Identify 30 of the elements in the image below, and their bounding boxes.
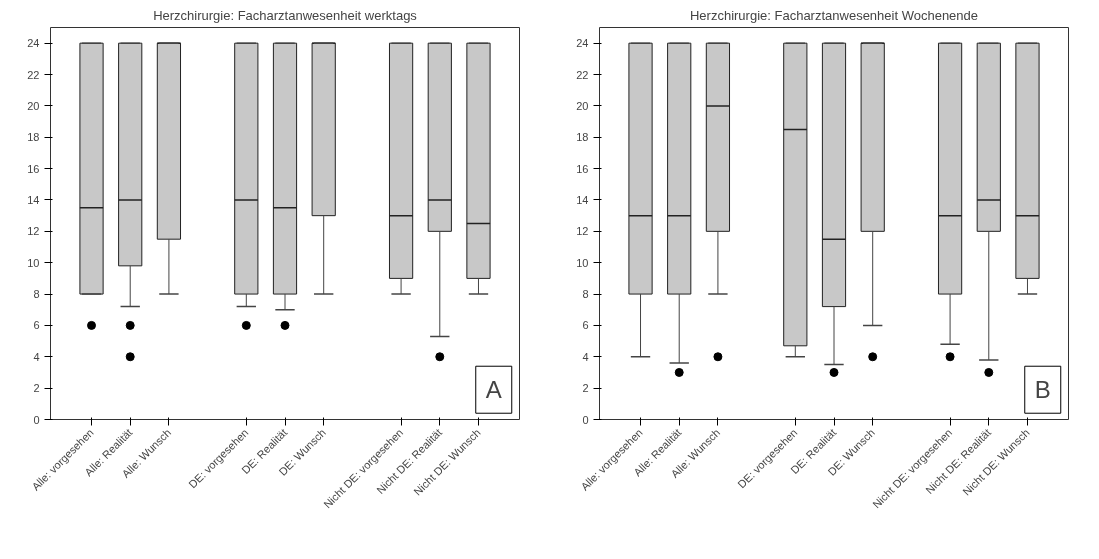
annotation: A: [485, 376, 502, 404]
y-tick-label: 12: [576, 225, 589, 238]
y-tick-label: 0: [33, 413, 40, 426]
y-tick-label: 24: [27, 37, 40, 50]
y-tick-label: 6: [33, 319, 40, 332]
y-tick-label: 2: [33, 382, 40, 395]
y-tick-label: 8: [33, 288, 40, 301]
y-tick-label: 22: [27, 68, 40, 81]
y-tick-label: 22: [576, 68, 589, 81]
y-tick-label: 16: [27, 162, 40, 175]
y-tick-label: 12: [27, 225, 40, 238]
y-tick-label: 16: [576, 162, 589, 175]
y-tick-label: 6: [582, 319, 589, 332]
y-tick-label: 14: [27, 193, 40, 206]
y-tick-label: 0: [582, 413, 589, 426]
y-tick-label: 10: [27, 256, 40, 269]
y-tick-label: 4: [33, 350, 40, 363]
y-tick-label: 20: [27, 99, 40, 112]
y-tick-label: 14: [576, 193, 589, 206]
y-tick-label: 8: [582, 288, 589, 301]
y-tick-label: 2: [582, 382, 589, 395]
y-tick-label: 4: [582, 350, 589, 363]
y-tick-label: 24: [576, 37, 589, 50]
y-tick-label: 10: [576, 256, 589, 269]
y-tick-label: 18: [576, 131, 589, 144]
chart-title: Herzchirurgie: Facharztanwesenheit werktags: [153, 7, 418, 23]
annotation: B: [1034, 376, 1051, 404]
y-tick-label: 18: [27, 131, 40, 144]
y-tick-label: 20: [576, 99, 589, 112]
chart-title: Herzchirurgie: Facharztanwesenheit Wochenende: [689, 7, 979, 23]
